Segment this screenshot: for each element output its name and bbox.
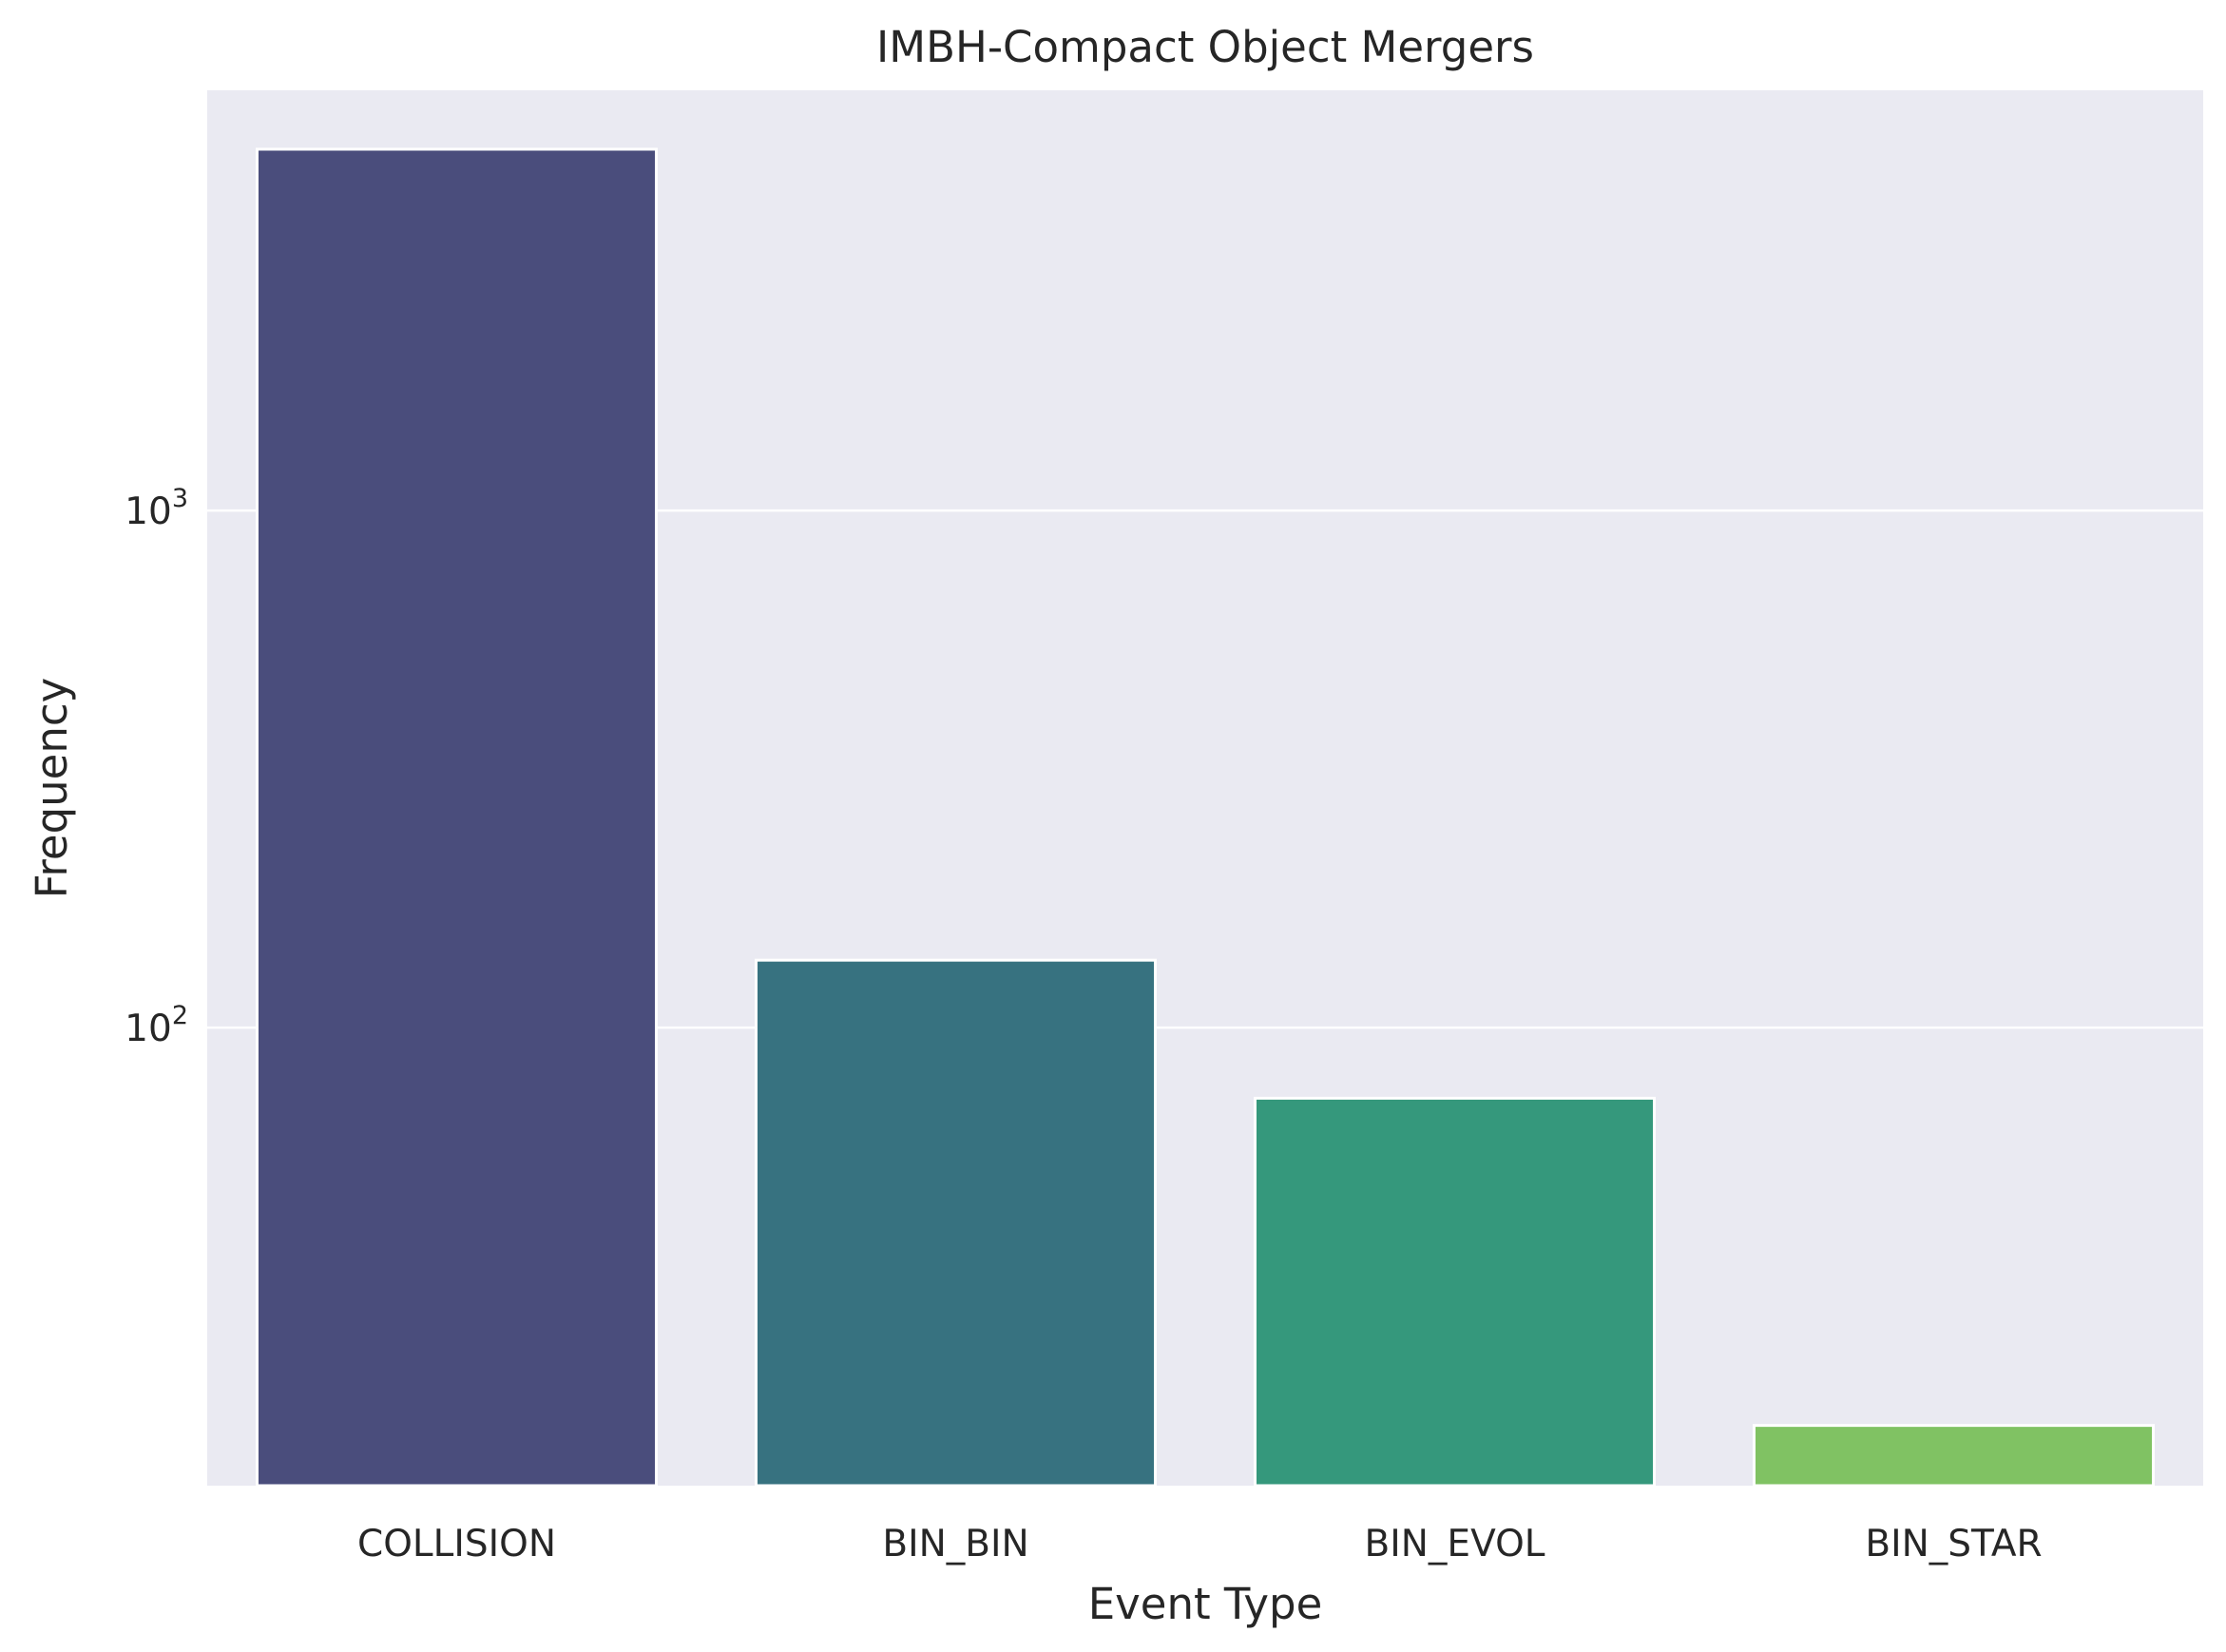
bar-collision — [256, 147, 658, 1488]
y-tick-label: 102 — [125, 1001, 188, 1050]
bar-bin-star — [1753, 1424, 2155, 1488]
y-tick-label: 103 — [125, 484, 188, 533]
x-axis-label: Event Type — [1088, 1579, 1323, 1629]
y-axis-label: Frequency — [27, 678, 77, 898]
y-tick-labels: 102 103 — [125, 484, 188, 1050]
x-tick-label: COLLISION — [357, 1523, 556, 1566]
x-tick-label: BIN_STAR — [1865, 1523, 2042, 1566]
x-tick-labels: COLLISION BIN_BIN BIN_EVOL BIN_STAR — [357, 1523, 2043, 1566]
chart-title: IMBH-Compact Object Mergers — [876, 22, 1534, 72]
bar-bin-bin — [755, 958, 1157, 1488]
x-tick-label: BIN_EVOL — [1365, 1523, 1545, 1566]
bar-bin-evol — [1254, 1096, 1656, 1488]
bars — [256, 147, 2155, 1488]
x-tick-label: BIN_BIN — [882, 1523, 1028, 1566]
